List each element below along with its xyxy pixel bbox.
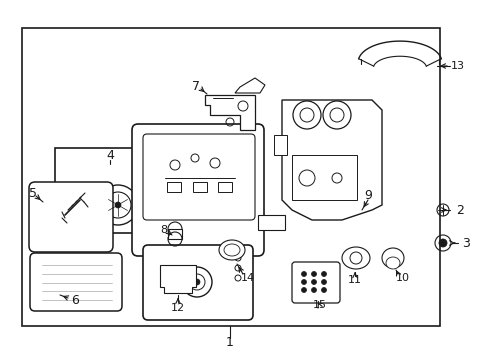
Text: 15: 15 (313, 300, 327, 310)
Bar (167, 182, 181, 192)
FancyBboxPatch shape (143, 134, 255, 220)
Text: 7: 7 (192, 80, 200, 93)
Ellipse shape (382, 248, 404, 268)
Polygon shape (282, 100, 382, 220)
Circle shape (321, 279, 326, 284)
Text: 2: 2 (456, 203, 464, 216)
Text: 13: 13 (451, 61, 465, 71)
Polygon shape (274, 135, 287, 155)
Circle shape (301, 288, 307, 292)
Text: 4: 4 (106, 149, 114, 162)
Text: 14: 14 (241, 273, 255, 283)
Ellipse shape (219, 240, 245, 260)
Polygon shape (235, 78, 265, 93)
Bar (193, 182, 207, 192)
Bar (55, 148, 165, 233)
Circle shape (301, 279, 307, 284)
Circle shape (312, 279, 317, 284)
FancyBboxPatch shape (292, 262, 340, 303)
FancyBboxPatch shape (30, 253, 122, 311)
Polygon shape (168, 229, 182, 239)
Polygon shape (205, 95, 255, 130)
Circle shape (312, 271, 317, 276)
Text: 3: 3 (462, 237, 470, 249)
Text: 8: 8 (160, 225, 168, 235)
Text: 1: 1 (226, 336, 234, 348)
Text: 11: 11 (348, 275, 362, 285)
FancyBboxPatch shape (29, 182, 113, 252)
Circle shape (312, 288, 317, 292)
Bar (218, 182, 232, 192)
Circle shape (321, 271, 326, 276)
Text: 12: 12 (171, 303, 185, 313)
Polygon shape (292, 155, 357, 200)
Polygon shape (160, 265, 196, 293)
FancyBboxPatch shape (132, 124, 264, 256)
Text: 9: 9 (364, 189, 372, 202)
Bar (22, 28, 440, 326)
Text: 6: 6 (71, 293, 79, 306)
Text: 10: 10 (396, 273, 410, 283)
Ellipse shape (224, 244, 240, 256)
Ellipse shape (386, 257, 400, 269)
Circle shape (439, 239, 447, 247)
Polygon shape (258, 215, 285, 230)
Ellipse shape (342, 247, 370, 269)
Circle shape (321, 288, 326, 292)
Circle shape (194, 279, 200, 285)
Circle shape (301, 271, 307, 276)
Text: 5: 5 (29, 186, 37, 199)
Circle shape (115, 202, 121, 208)
FancyBboxPatch shape (143, 245, 253, 320)
